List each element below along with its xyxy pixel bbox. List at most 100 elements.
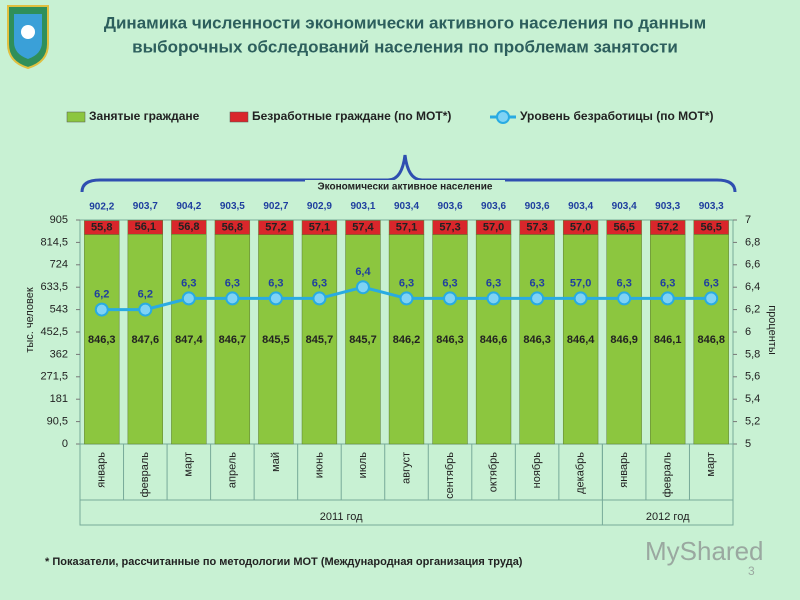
y-tick-label: 814,5: [40, 236, 68, 248]
bar: [171, 234, 207, 445]
bar: [301, 234, 338, 445]
total-label: 903,3: [655, 201, 680, 212]
data-label: 6,3: [529, 277, 544, 289]
data-label: 57,0: [570, 221, 591, 233]
watermark: MyShared: [645, 536, 764, 566]
data-label: 847,4: [175, 334, 203, 346]
y2-tick-label: 6,6: [745, 259, 760, 271]
bar: [432, 220, 468, 235]
data-label: 57,3: [526, 221, 547, 233]
data-label: 846,4: [567, 334, 595, 346]
bar: [388, 220, 425, 235]
bar: [258, 234, 294, 445]
y2-axis-title: проценты: [766, 305, 778, 355]
x-tick-label: август: [400, 452, 412, 484]
x-tick-label: декабрь: [575, 452, 587, 494]
bar: [127, 220, 163, 235]
bracket-label: Экономически активное население: [318, 182, 493, 193]
chart-title: выборочных обследований населения по про…: [132, 37, 678, 56]
data-label: 57,3: [439, 221, 460, 233]
data-label: 56,8: [178, 221, 199, 233]
bar: [432, 234, 468, 445]
x-tick-label: январь: [96, 452, 108, 488]
group-label: 2012 год: [646, 511, 690, 523]
bar: [475, 234, 512, 445]
data-label: 57,0: [570, 277, 591, 289]
data-label: 6,3: [704, 277, 719, 289]
line-marker: [573, 291, 588, 306]
y2-tick-label: 5,2: [745, 416, 760, 428]
legend-swatch: [66, 111, 86, 123]
data-label: 845,5: [262, 334, 290, 346]
legend-swatch: [496, 110, 510, 124]
group-label: 2011 год: [320, 511, 363, 523]
total-label: 903,6: [525, 201, 550, 212]
bar: [301, 220, 338, 235]
total-label: 903,1: [350, 201, 375, 212]
data-label: 6,2: [94, 289, 109, 301]
total-label: 902,9: [307, 201, 332, 212]
x-tick-label: ноябрь: [531, 452, 543, 489]
x-tick-label: февраль: [662, 452, 674, 498]
x-tick-label: июль: [357, 452, 369, 479]
y-tick-label: 543: [50, 304, 68, 316]
line-marker: [530, 291, 545, 306]
x-tick-label: май: [270, 452, 282, 472]
line-marker: [312, 291, 327, 306]
data-label: 6,3: [268, 277, 283, 289]
bar: [650, 220, 686, 235]
y2-tick-label: 6,2: [745, 304, 760, 316]
legend-label: Безработные граждане (по МОТ*): [252, 109, 451, 123]
y-tick-label: 452,5: [40, 326, 68, 338]
bar: [562, 220, 599, 235]
total-label: 903,4: [612, 201, 637, 212]
y2-tick-label: 5,8: [745, 348, 760, 360]
line-marker: [399, 291, 414, 306]
bar: [214, 220, 251, 235]
y-tick-label: 0: [62, 438, 68, 450]
data-label: 6,3: [399, 277, 414, 289]
data-label: 57,0: [483, 221, 504, 233]
total-label: 903,6: [481, 201, 506, 212]
x-tick-label: апрель: [226, 452, 238, 488]
page-number: 3: [748, 564, 755, 578]
y-tick-label: 90,5: [47, 416, 68, 428]
line-marker: [268, 291, 283, 306]
total-label: 903,7: [133, 201, 158, 212]
data-label: 56,5: [613, 221, 634, 233]
y2-tick-label: 6: [745, 326, 751, 338]
data-label: 6,3: [181, 277, 196, 289]
line-marker: [617, 291, 632, 306]
data-label: 6,3: [442, 277, 457, 289]
data-label: 846,6: [480, 334, 508, 346]
data-label: 846,9: [610, 334, 638, 346]
x-tick-label: октябрь: [487, 452, 499, 492]
legend-label: Уровень безработицы (по МОТ*): [520, 109, 713, 123]
y-tick-label: 271,5: [40, 371, 68, 383]
y2-tick-label: 6,8: [745, 236, 760, 248]
bar: [345, 234, 381, 445]
total-label: 903,4: [394, 201, 419, 212]
bar: [214, 234, 251, 445]
y2-tick-label: 7: [745, 214, 751, 226]
data-label: 6,3: [660, 277, 675, 289]
y2-tick-label: 5,4: [745, 393, 760, 405]
data-label: 6,3: [225, 277, 240, 289]
data-label: 6,3: [617, 277, 632, 289]
bar: [345, 220, 381, 235]
data-label: 6,4: [355, 266, 371, 278]
bar: [606, 234, 642, 445]
bracket: [80, 154, 737, 193]
bar: [388, 234, 425, 445]
line-marker: [704, 291, 719, 306]
data-label: 846,7: [219, 334, 247, 346]
y-tick-label: 633,5: [40, 281, 68, 293]
line-marker: [181, 291, 196, 306]
bar: [693, 234, 729, 445]
data-label: 57,1: [309, 222, 330, 234]
data-label: 846,8: [697, 334, 725, 346]
x-tick-label: сентябрь: [444, 452, 456, 499]
data-label: 56,5: [701, 221, 722, 233]
